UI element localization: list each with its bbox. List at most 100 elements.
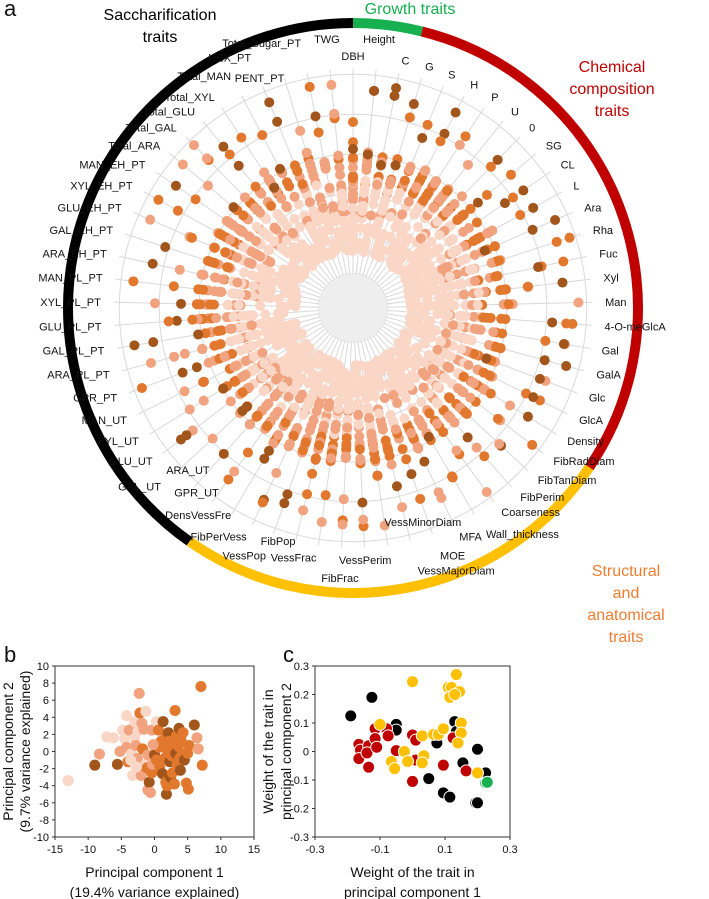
outlier-dot <box>491 341 502 352</box>
y-tick-label: -8 <box>39 815 49 827</box>
trait-dot <box>289 242 300 253</box>
trait-label: MOE <box>440 550 465 562</box>
trait-dot <box>306 420 317 431</box>
trait-dot <box>459 333 470 344</box>
trait-dot <box>301 402 312 413</box>
outlier-dot <box>252 410 263 421</box>
trait-dot <box>228 311 239 322</box>
trait-dot <box>289 213 300 224</box>
trait-dot <box>419 338 430 349</box>
trait-dot <box>265 257 276 268</box>
outlier-dot <box>390 160 401 171</box>
trait-dot <box>360 175 371 186</box>
outlier-dot <box>279 498 290 509</box>
outlier-dot <box>186 232 197 243</box>
outlier-dot <box>326 79 337 90</box>
trait-dot <box>443 205 454 216</box>
trait-dot <box>465 203 476 214</box>
outlier-dot <box>479 245 490 256</box>
trait-weight-point <box>381 729 395 743</box>
outlier-dot <box>170 180 181 191</box>
trait-dot <box>497 328 508 339</box>
trait-dot <box>327 387 338 398</box>
outlier-dot <box>567 318 578 329</box>
pca-scores-plot: -15 -10 -5 0 5 10 151086420-2-4-6-8-10Principa… <box>0 661 260 899</box>
trait-dot <box>222 299 233 310</box>
trait-label: ARA_PL_PT <box>47 369 110 381</box>
outlier-dot <box>422 119 433 130</box>
trait-dot <box>424 408 435 419</box>
outlier-dot <box>259 453 270 464</box>
trait-dot <box>432 381 443 392</box>
outlier-dot <box>259 167 270 178</box>
trait-dot <box>234 333 245 344</box>
trait-dot <box>246 341 257 352</box>
trait-dot <box>310 453 321 464</box>
trait-dot <box>440 328 451 339</box>
outlier-dot <box>244 419 255 430</box>
trait-weight-point <box>373 717 387 731</box>
sample-point <box>89 759 101 771</box>
outlier-dot <box>153 194 164 205</box>
trait-dot <box>278 382 289 393</box>
trait-dot <box>301 338 312 349</box>
trait-dot <box>237 387 248 398</box>
trait-label: XYL_UT <box>97 436 139 448</box>
outlier-dot <box>201 153 212 164</box>
outlier-dot <box>147 258 158 269</box>
trait-weight-point <box>451 736 465 750</box>
group-ring-arc <box>420 26 643 471</box>
trait-dot <box>257 347 268 358</box>
outlier-dot <box>493 255 504 266</box>
x-tick-label: 0.1 <box>437 844 452 856</box>
trait-dot <box>363 366 374 377</box>
y-tick-label: 4 <box>43 712 49 724</box>
sample-point <box>177 727 189 739</box>
outlier-dot <box>348 144 358 155</box>
trait-dot <box>384 451 395 462</box>
trait-dot <box>247 310 258 321</box>
sample-point <box>138 723 150 735</box>
x-tick-label: -0.3 <box>306 844 325 856</box>
outlier-dot <box>172 205 183 216</box>
trait-dot <box>448 320 459 331</box>
trait-dot <box>297 179 308 190</box>
outlier-dot <box>160 241 171 252</box>
outlier-dot <box>527 224 538 235</box>
trait-dot <box>451 331 462 342</box>
ring-layer <box>63 18 643 598</box>
x-tick-label: 5 <box>185 844 191 856</box>
trait-dot <box>457 310 468 321</box>
radial-dot-plot: Saccharification traits Growth traits Chemi… <box>38 1 666 646</box>
y-tick-label: 8 <box>43 678 49 690</box>
outlier-dot <box>518 185 529 196</box>
trait-dot <box>457 210 468 221</box>
outlier-dot <box>492 413 503 424</box>
trait-dot <box>392 398 403 409</box>
trait-dot <box>197 344 208 355</box>
trait-dot <box>339 215 350 226</box>
trait-dot <box>472 299 483 310</box>
outlier-dot <box>460 407 471 418</box>
trait-label: GLU_PL_PT <box>39 321 102 333</box>
trait-dot <box>413 442 424 453</box>
trait-label: GAL_EH_PT <box>50 225 114 237</box>
outlier-dot <box>564 232 575 243</box>
trait-dot <box>280 417 291 428</box>
trait-label: GLU_UT <box>109 456 153 468</box>
group-title: traits <box>595 103 630 120</box>
trait-dot <box>233 223 244 234</box>
trait-dot <box>390 222 401 233</box>
trait-weight-point <box>415 756 429 770</box>
outlier-dot <box>191 362 202 373</box>
outlier-dot <box>436 492 447 503</box>
trait-weight-point <box>471 796 484 810</box>
trait-dot <box>226 323 237 334</box>
outlier-dot <box>449 198 460 209</box>
trait-dot <box>257 372 268 383</box>
outlier-dot <box>471 442 482 453</box>
trait-dot <box>338 200 349 211</box>
trait-dot <box>260 309 271 320</box>
trait-label: C <box>401 55 409 67</box>
sample-point <box>93 748 105 760</box>
